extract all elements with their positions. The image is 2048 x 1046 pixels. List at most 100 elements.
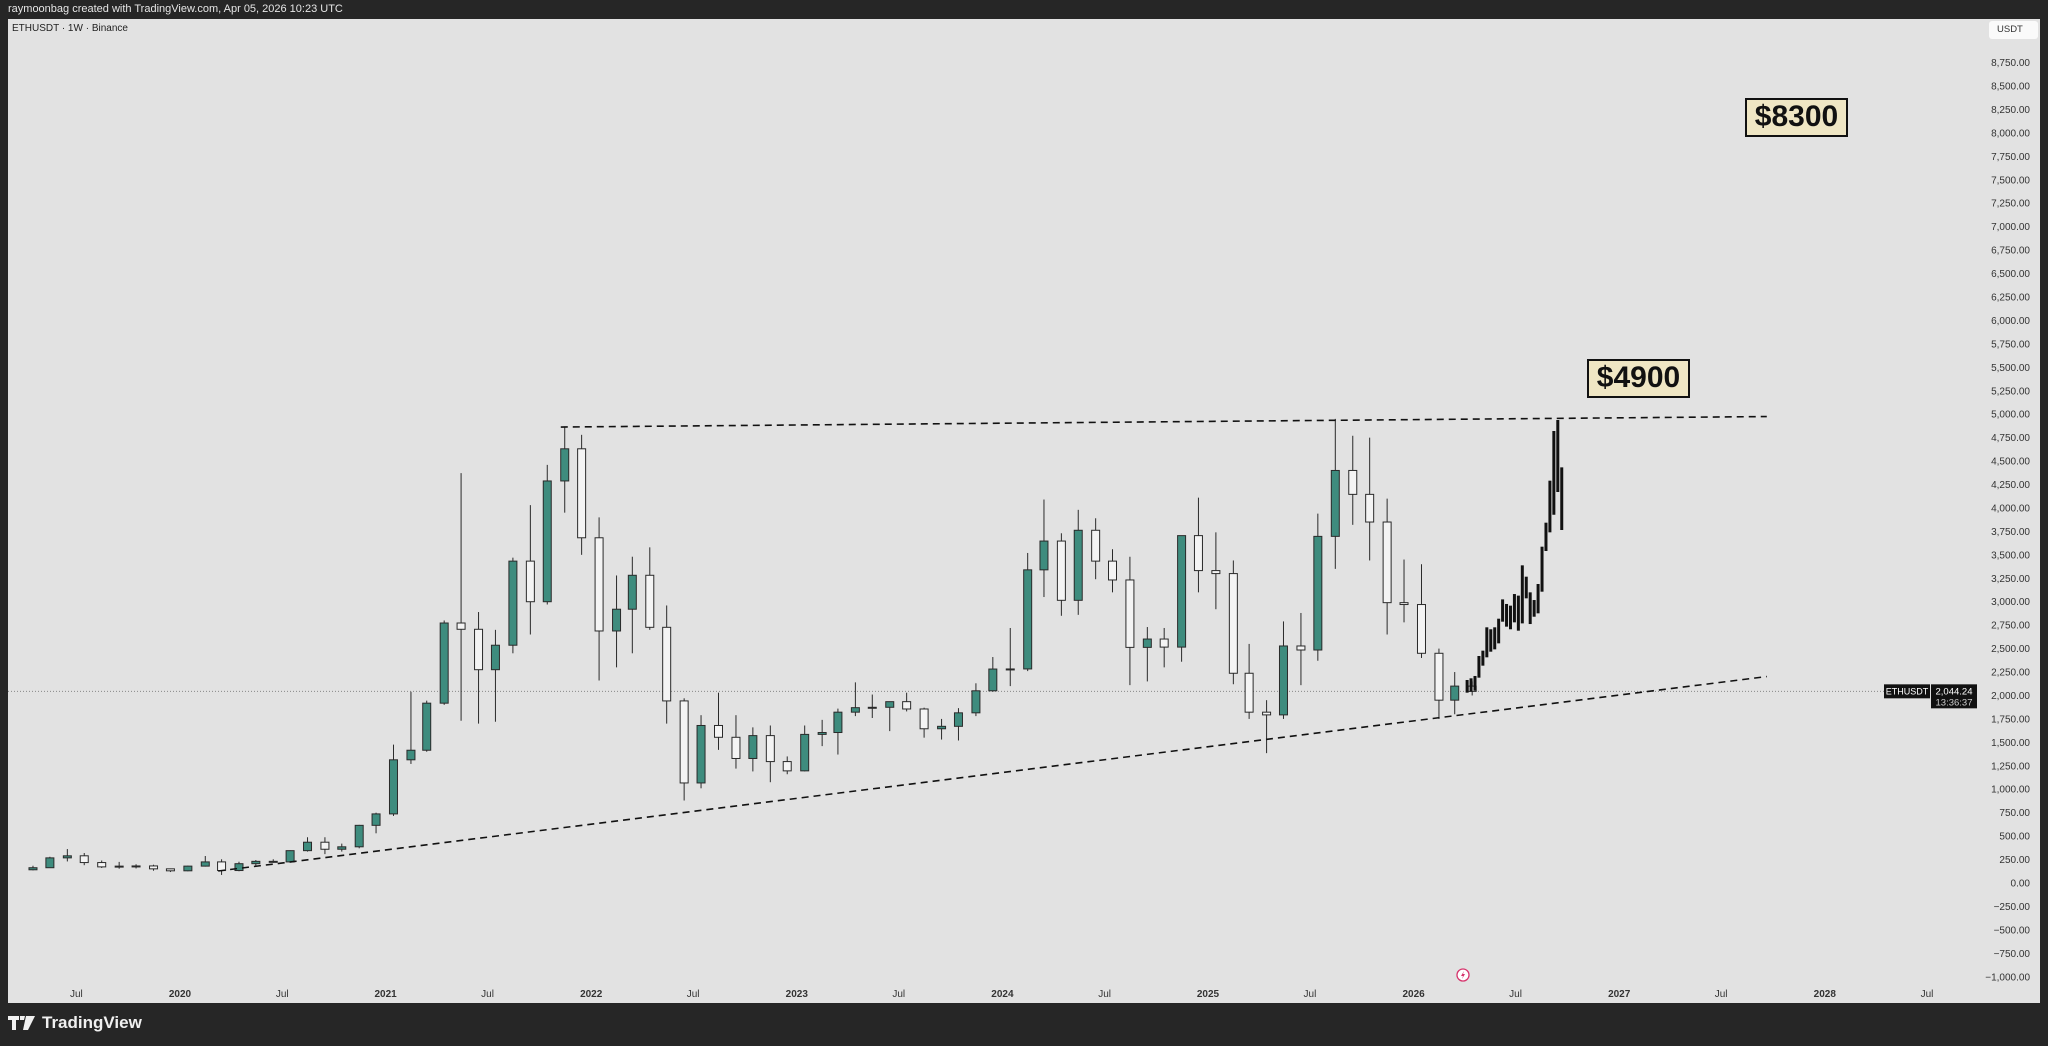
candle-up	[1142, 638, 1152, 648]
candle-up	[850, 707, 860, 713]
candle-down	[714, 724, 724, 738]
y-tick-label: 8,750.00	[1991, 58, 2030, 69]
candle-down	[1416, 604, 1426, 654]
candle-down	[1365, 493, 1375, 523]
last-price-value: 2,044.24	[1936, 686, 1973, 697]
candle-up	[422, 702, 432, 751]
y-tick-label: −250.00	[1994, 902, 2031, 913]
candle-up	[490, 644, 500, 671]
y-tick-label: 7,750.00	[1991, 152, 2030, 163]
y-tick-label: 2,250.00	[1991, 668, 2030, 679]
candle-up	[988, 668, 998, 692]
candle-up	[251, 860, 261, 865]
candle-down	[1244, 672, 1254, 713]
y-tick-label: 3,750.00	[1991, 527, 2030, 538]
symbol-tag-label: ETHUSDT	[1886, 686, 1929, 696]
candle-down	[902, 701, 912, 710]
candle-up	[542, 480, 552, 603]
candle-down	[1382, 521, 1392, 604]
candle-up	[833, 711, 843, 734]
annotation-8300[interactable]: $8300	[1745, 98, 1848, 137]
y-tick-label: 500.00	[1999, 832, 2030, 843]
candle-down	[97, 862, 107, 868]
x-tick-label: 2023	[786, 989, 809, 1000]
candle-down	[1296, 645, 1306, 651]
y-tick-label: 6,500.00	[1991, 269, 2030, 280]
x-tick-label: Jul	[892, 989, 905, 1000]
y-tick-label: 7,000.00	[1991, 222, 2030, 233]
x-tick-label: Jul	[481, 989, 494, 1000]
x-tick-label: 2027	[1608, 989, 1631, 1000]
candle-down	[1159, 638, 1169, 648]
candle-up	[1039, 540, 1049, 571]
candle-up	[183, 865, 193, 872]
candle-down	[577, 448, 587, 539]
y-tick-label: 1,500.00	[1991, 738, 2030, 749]
candle-down	[525, 560, 535, 603]
y-tick-label: 0.00	[2011, 879, 2031, 890]
candle-down	[149, 865, 159, 870]
candle-up	[200, 861, 210, 867]
candle-down	[594, 537, 604, 632]
y-tick-label: 2,500.00	[1991, 644, 2030, 655]
candle-down	[1348, 469, 1358, 495]
candle-up	[45, 857, 55, 869]
candle-down	[731, 736, 741, 759]
y-tick-label: 8,500.00	[1991, 82, 2030, 93]
support-trendline	[218, 675, 1767, 872]
candle-up	[508, 560, 518, 646]
y-tick-label: 6,750.00	[1991, 246, 2030, 257]
x-tick-label: Jul	[1509, 989, 1522, 1000]
symbol-price-tag	[1884, 684, 1930, 699]
x-tick-label: Jul	[276, 989, 289, 1000]
y-tick-label: 4,000.00	[1991, 503, 2030, 514]
candle-down	[268, 860, 278, 863]
y-tick-label: 1,250.00	[1991, 761, 2030, 772]
tradingview-logo[interactable]: TradingView	[8, 1013, 142, 1033]
currency-button[interactable]: USDT	[1989, 21, 2038, 39]
candle-up	[937, 725, 947, 730]
candle-up	[627, 574, 637, 610]
candle-up	[885, 701, 895, 708]
x-tick-label: 2028	[1814, 989, 1837, 1000]
y-tick-label: 4,750.00	[1991, 433, 2030, 444]
candle-down	[645, 574, 655, 628]
resistance-trendline	[560, 415, 1767, 428]
y-tick-label: 1,750.00	[1991, 714, 2030, 725]
bar-countdown: 13:36:37	[1936, 697, 1973, 708]
x-tick-label: 2020	[169, 989, 192, 1000]
x-tick-label: Jul	[1921, 989, 1934, 1000]
x-tick-label: 2024	[991, 989, 1014, 1000]
candle-down	[1228, 573, 1238, 674]
y-tick-label: 6,250.00	[1991, 293, 2030, 304]
y-tick-label: 250.00	[1999, 855, 2030, 866]
y-tick-label: 1,000.00	[1991, 785, 2030, 796]
candle-up	[62, 855, 72, 859]
candle-up	[388, 759, 398, 815]
candle-down	[919, 708, 929, 730]
x-tick-label: Jul	[1715, 989, 1728, 1000]
last-price-tag	[1931, 684, 1977, 709]
candle-up	[28, 867, 38, 871]
y-tick-label: 3,250.00	[1991, 574, 2030, 585]
candle-up	[406, 749, 416, 761]
candle-down	[1193, 535, 1203, 572]
candle-up	[354, 824, 364, 848]
candle-down	[679, 700, 689, 784]
y-tick-label: 5,000.00	[1991, 410, 2030, 421]
candle-up	[817, 732, 827, 735]
x-tick-label: 2026	[1402, 989, 1425, 1000]
candle-up	[1073, 529, 1083, 601]
candle-down	[1262, 711, 1272, 716]
candle-down	[320, 841, 330, 850]
x-tick-label: 2022	[580, 989, 603, 1000]
candle-up	[953, 712, 963, 727]
candle-up	[1313, 535, 1323, 651]
candle-down	[474, 628, 484, 671]
candle-up	[800, 733, 810, 772]
x-tick-label: 2025	[1197, 989, 1220, 1000]
chart-pane[interactable]	[8, 19, 2040, 1003]
annotation-4900[interactable]: $4900	[1587, 359, 1690, 398]
y-tick-label: 8,000.00	[1991, 128, 2030, 139]
